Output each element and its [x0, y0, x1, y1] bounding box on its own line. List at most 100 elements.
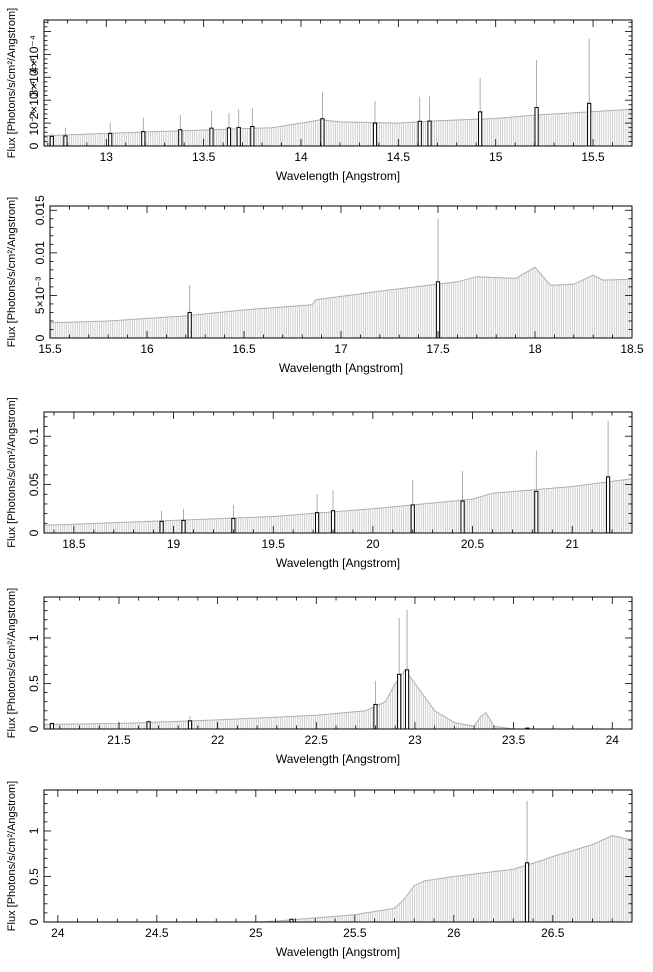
x-tick-label: 19	[167, 537, 181, 551]
model-spectrum-lines	[50, 267, 631, 338]
x-tick-label: 26.5	[541, 926, 565, 940]
y-tick-label: 1	[27, 634, 41, 641]
x-tick-label: 14.5	[387, 150, 411, 164]
x-tick-label: 21	[566, 537, 580, 551]
data-bin	[159, 520, 164, 534]
x-tick-label: 24	[51, 926, 65, 940]
data-bin	[250, 126, 255, 147]
x-tick-label: 24	[606, 733, 620, 747]
data-bin	[141, 131, 146, 147]
data-bin	[417, 120, 422, 147]
x-tick-label: 21.5	[107, 733, 131, 747]
data-bin	[435, 281, 441, 339]
x-tick-label: 24.5	[145, 926, 169, 940]
y-tick-label: 1	[27, 827, 41, 834]
x-axis-title: Wavelength [Angstrom]	[276, 169, 400, 183]
x-tick-label: 23	[408, 733, 422, 747]
data-bin	[178, 129, 183, 147]
model-envelope	[43, 478, 633, 526]
x-tick-label: 23.5	[502, 733, 526, 747]
chart-panel-1: 13 13.5 14 14.5 15 15.5 0 10⁻⁴2×10⁻⁴3×10⁻⁴4×10⁻…	[6, 8, 633, 183]
model-envelope	[43, 668, 632, 730]
model-envelope	[44, 834, 633, 923]
plot-frame	[43, 789, 633, 923]
plot-frame	[43, 596, 633, 730]
chart-panel-2: 15.5 16 16.5 17 17.5 18 18.5 0 5×10⁻³ 0.01 0.015 Wa…	[6, 195, 644, 375]
y-tick-label: 10⁻⁴	[27, 111, 41, 136]
y-axis-title: Flux [Photons/s/cm²/Angstrom]	[6, 781, 18, 931]
x-tick-label: 15	[489, 150, 503, 164]
x-tick-label: 19.5	[262, 537, 286, 551]
x-axis-title: Wavelength [Angstrom]	[276, 945, 400, 959]
y-tick-label: 0.05	[27, 473, 41, 497]
y-tick-label: 3×10⁻⁴	[27, 58, 41, 97]
y-tick-label: 0.5	[27, 675, 41, 692]
data-bin	[427, 120, 432, 147]
x-axis-title: Wavelength [Angstrom]	[276, 556, 400, 570]
data-bin	[49, 135, 54, 147]
data-bin	[226, 127, 232, 147]
x-axis-title: Wavelength [Angstrom]	[279, 361, 403, 375]
data-bin	[320, 118, 325, 147]
x-tick-label: 14	[294, 150, 308, 164]
data-bin	[63, 135, 68, 147]
y-axis-title: Flux [Photons/s/cm²/Angstrom]	[6, 588, 18, 738]
chart-panel-5: 24 24.5 25 25.5 26 26.5 0 0.5 1 Wavelength [Angst…	[6, 781, 633, 959]
data-bin	[587, 102, 592, 147]
y-tick-label: 0	[27, 918, 41, 925]
data-bin	[478, 111, 483, 147]
x-tick-label: 20.5	[461, 537, 485, 551]
data-bin	[314, 512, 320, 534]
x-tick-label: 25	[249, 926, 263, 940]
chart-panel-3: 18.5 19 19.5 20 20.5 21 0 0.05 0.1 Wavelength [An…	[6, 397, 633, 570]
x-tick-label: 13	[100, 150, 114, 164]
data-bin	[49, 723, 54, 730]
model-spectrum-lines	[44, 479, 631, 533]
x-tick-label: 13.5	[192, 150, 216, 164]
x-tick-label: 15.5	[581, 150, 605, 164]
x-tick-label: 16.5	[232, 342, 256, 356]
y-tick-label: 0	[33, 334, 47, 341]
x-tick-label: 22	[211, 733, 225, 747]
x-tick-label: 18.5	[62, 537, 86, 551]
x-tick-label: 25.5	[343, 926, 367, 940]
data-bin	[108, 132, 113, 147]
y-tick-label: 0	[27, 142, 41, 149]
data-bin	[146, 721, 151, 730]
x-tick-label: 18.5	[620, 342, 644, 356]
y-axis-title: Flux [Photons/s/cm²/Angstrom]	[6, 397, 18, 547]
data-bin	[181, 519, 186, 534]
data-bin	[404, 669, 410, 730]
data-bin	[410, 504, 415, 534]
data-bin	[187, 311, 192, 339]
model-envelope	[49, 266, 633, 324]
model-spectrum-lines	[44, 670, 515, 729]
x-tick-label: 16	[140, 342, 154, 356]
x-tick-label: 18	[528, 342, 542, 356]
data-bin	[460, 500, 465, 534]
x-tick-label: 22.5	[305, 733, 329, 747]
data-bin	[605, 476, 611, 534]
y-axis-title: Flux [Photons/s/cm²/Angstrom]	[6, 197, 18, 347]
y-tick-label: 0	[27, 529, 41, 536]
data-bin	[534, 490, 539, 534]
x-tick-label: 15.5	[38, 342, 62, 356]
model-spectrum-lines	[255, 835, 631, 922]
y-tick-label: 0.5	[27, 868, 41, 885]
y-tick-label: 4×10⁻⁴	[27, 35, 41, 74]
data-bin	[524, 862, 530, 923]
y-tick-label: 0.01	[33, 241, 47, 265]
y-axis-title: Flux [Photons/s/cm²/Angstrom]	[6, 8, 18, 158]
y-tick-label: 0	[27, 725, 41, 732]
plot-frame	[43, 19, 633, 147]
data-bin	[209, 127, 214, 147]
x-tick-label: 26	[447, 926, 461, 940]
data-bin	[397, 673, 402, 730]
x-axis-title: Wavelength [Angstrom]	[276, 752, 400, 766]
data-bin	[372, 122, 378, 147]
data-bin	[373, 703, 378, 730]
data-bin	[534, 107, 539, 147]
chart-panel-4: 21.5 22 22.5 23 23.5 24 0 0.5 1 Wavelength [Angst…	[6, 588, 633, 766]
y-tick-label: 5×10⁻³	[33, 277, 47, 314]
